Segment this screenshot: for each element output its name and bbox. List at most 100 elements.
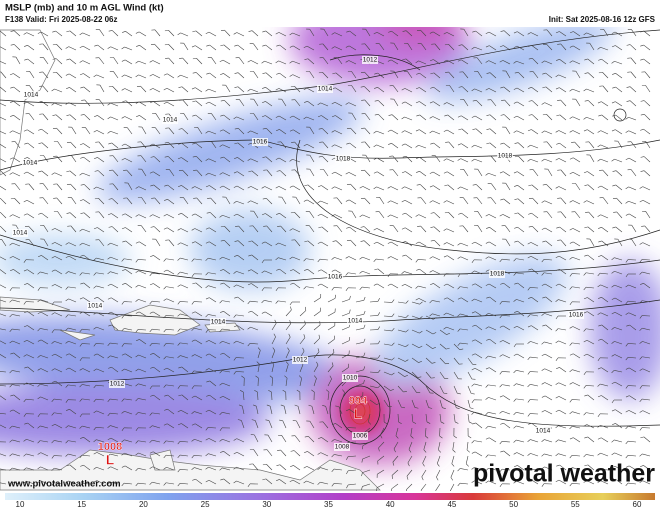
barb-flag [137,141,141,143]
barb-flag [9,340,13,344]
barb-flag [282,389,286,393]
wind-barb [233,157,245,163]
barb-flag [109,169,113,171]
barb-shaft [307,269,315,275]
wind-barb [80,212,91,219]
barb-shaft [208,31,217,37]
wind-barb [583,286,595,291]
barb-flag [405,329,409,333]
barb-flag [597,367,602,370]
barb-shaft [421,43,427,51]
barb-flag [527,341,531,344]
barb-flag [458,44,463,46]
wind-barb [597,255,609,261]
wind-barb [205,257,217,261]
wind-barb [121,398,133,402]
wind-barb [471,259,483,263]
barb-shaft [180,228,189,233]
barb-flag [121,46,125,50]
barb-shaft [616,197,623,205]
barb-flag [207,57,212,58]
barb-shaft [341,312,350,317]
barb-shaft [475,30,483,37]
barb-flag [303,286,307,290]
barb-flag [331,257,335,260]
barb-flag [220,282,224,285]
wind-barb [586,42,595,51]
wind-barb [219,382,231,387]
barb-flag [639,465,644,468]
wind-barb [527,371,539,375]
barb-shaft [393,42,399,51]
wind-barb [291,239,301,247]
wind-barb [178,366,189,373]
wind-barb [345,102,357,107]
barb-shaft [278,242,287,247]
barb-shaft [237,171,245,177]
barb-flag [348,210,352,212]
barb-flag [555,425,559,429]
wind-barb [346,455,357,461]
barb-flag [331,101,336,105]
wind-barb [500,422,511,429]
wind-barb [65,384,77,388]
barb-shaft [422,455,427,464]
wind-barb [222,84,231,93]
wind-barb [642,210,651,219]
barb-flag [108,198,113,200]
wind-barb [597,101,609,107]
wind-barb [569,399,581,403]
wind-barb [11,141,21,149]
barb-flag [252,404,257,407]
wind-barb [121,368,133,373]
barb-flag [317,467,321,470]
barb-flag [377,355,381,359]
barb-flag [93,480,97,483]
barb-flag [179,57,183,59]
wind-barb [583,200,595,205]
wind-barb [219,467,231,471]
barb-shaft [502,340,511,345]
wind-barb [249,225,259,233]
wind-barb [107,297,119,303]
barb-shaft [488,312,497,317]
barb-flag [625,273,629,278]
wind-barb [611,354,623,359]
wind-barb [305,225,315,233]
barb-shaft [26,480,35,485]
barb-shaft [341,367,349,373]
barb-flag [597,130,601,133]
barb-flag [318,226,322,229]
barb-shaft [13,101,21,107]
wind-barb [79,228,91,233]
barb-flag [0,71,1,73]
barb-shaft [181,86,189,93]
wind-barb [205,158,217,163]
barb-flag [331,454,335,458]
barb-shaft [278,157,287,163]
barb-shaft [558,158,567,163]
barb-shaft [279,268,287,275]
barb-flag [93,186,97,190]
barb-flag [291,141,295,143]
barb-flag [472,128,477,130]
wind-barb [485,214,497,219]
barb-shaft [271,364,275,373]
barb-flag [557,169,561,171]
barb-shaft [154,197,161,205]
wind-barb [443,200,455,205]
wind-barb [542,72,553,79]
wind-barb [487,155,497,163]
barb-flag [207,197,211,199]
wind-barb [320,28,329,37]
wind-barb [319,141,329,149]
barb-flag [541,130,545,134]
barb-shaft [43,57,49,65]
barb-flag [485,173,489,176]
barb-shaft [334,257,343,261]
wind-barb [499,371,511,375]
wind-barb [625,395,637,401]
barb-shaft [405,241,413,247]
barb-flag [12,56,17,58]
barb-shaft [152,481,161,485]
